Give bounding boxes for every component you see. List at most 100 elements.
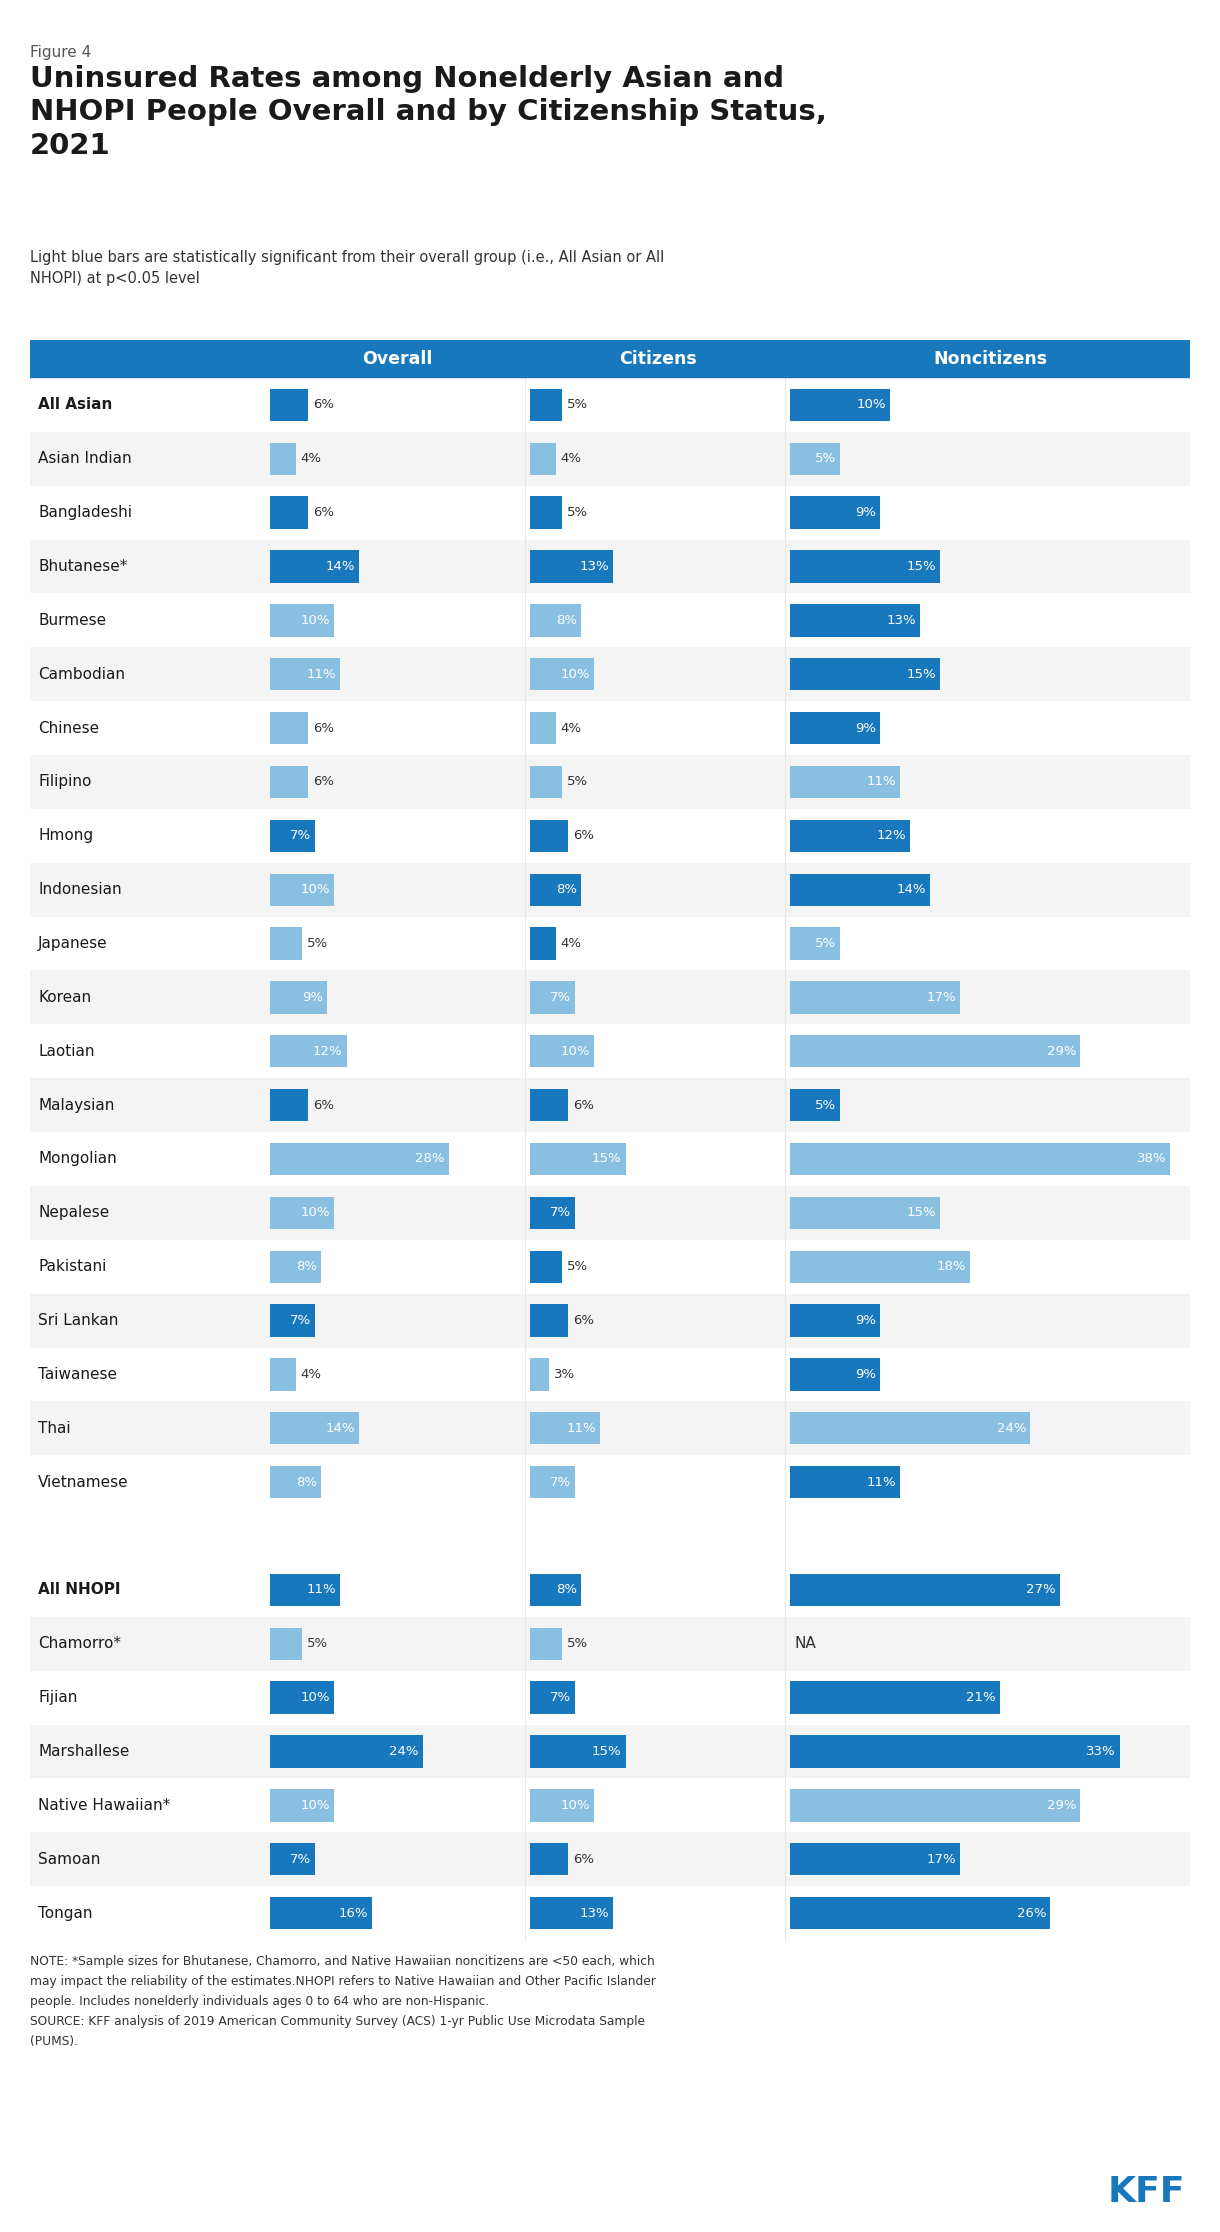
Text: 5%: 5% [567,775,588,788]
Bar [791,819,910,853]
Text: 5%: 5% [307,1638,328,1649]
Bar [270,551,359,583]
Text: Chamorro*: Chamorro* [38,1636,121,1652]
Text: Tongan: Tongan [38,1906,93,1920]
Text: Japanese: Japanese [38,935,107,951]
Bar [30,1078,1190,1132]
Text: Sri Lankan: Sri Lankan [38,1312,118,1328]
Text: Korean: Korean [38,991,92,1004]
Text: 5%: 5% [567,1261,588,1272]
Bar [30,917,1190,971]
Bar [529,605,581,636]
Bar [30,647,1190,701]
Text: 17%: 17% [926,1853,956,1866]
Bar [270,496,309,529]
Bar [791,605,920,636]
Text: All Asian: All Asian [38,397,112,413]
Bar [529,1790,594,1821]
Text: 10%: 10% [560,667,589,681]
Bar [30,808,1190,864]
Bar [529,388,562,422]
Bar [270,658,340,690]
Text: Citizens: Citizens [619,350,697,368]
Text: 11%: 11% [866,1475,895,1489]
Text: 10%: 10% [560,1799,589,1812]
Text: 7%: 7% [289,830,311,841]
Text: 15%: 15% [906,560,936,574]
Bar [270,1681,334,1714]
Bar [270,1359,295,1391]
Bar [270,873,334,906]
Text: NA: NA [795,1636,816,1652]
Text: 12%: 12% [312,1045,343,1058]
Text: 5%: 5% [567,507,588,520]
Text: 21%: 21% [966,1692,996,1703]
Text: 15%: 15% [592,1745,622,1759]
Text: 14%: 14% [326,1422,355,1435]
Text: 6%: 6% [573,1315,594,1328]
Bar [30,339,1190,377]
Text: 33%: 33% [1086,1745,1116,1759]
Bar [270,1627,301,1661]
Bar [791,1790,1080,1821]
Text: Nepalese: Nepalese [38,1205,110,1221]
Text: 8%: 8% [556,1582,577,1596]
Bar [30,754,1190,808]
Text: 11%: 11% [306,1582,337,1596]
Text: Taiwanese: Taiwanese [38,1366,117,1382]
Text: 27%: 27% [1026,1582,1057,1596]
Text: 10%: 10% [300,1692,329,1703]
Text: 15%: 15% [906,667,936,681]
Bar [529,982,575,1013]
Text: 17%: 17% [926,991,956,1004]
Text: 9%: 9% [855,721,876,734]
Text: 6%: 6% [314,775,334,788]
Text: 26%: 26% [1016,1906,1046,1920]
Text: 9%: 9% [855,1368,876,1382]
Bar [270,819,315,853]
Text: Fijian: Fijian [38,1690,77,1705]
Text: 12%: 12% [876,830,906,841]
Bar [529,1844,569,1875]
Bar [529,766,562,799]
Bar [791,873,930,906]
Bar [270,1413,359,1444]
Text: 29%: 29% [1047,1045,1076,1058]
Bar [791,1359,880,1391]
Bar [270,1790,334,1821]
Bar [791,1574,1060,1607]
Bar [791,496,880,529]
Text: 6%: 6% [573,1098,594,1112]
Bar [30,1886,1190,1940]
Bar [791,1196,939,1230]
Text: NOTE: *Sample sizes for Bhutanese, Chamorro, and Native Hawaiian noncitizens are: NOTE: *Sample sizes for Bhutanese, Chamo… [30,1955,655,1969]
Bar [529,658,594,690]
Text: 11%: 11% [566,1422,597,1435]
Text: 7%: 7% [549,991,571,1004]
Bar [529,1143,626,1176]
Text: Filipino: Filipino [38,775,92,790]
Text: 6%: 6% [573,1853,594,1866]
Bar [30,701,1190,754]
Text: Native Hawaiian*: Native Hawaiian* [38,1797,171,1812]
Text: 13%: 13% [580,560,609,574]
Bar [791,1681,1000,1714]
Text: 24%: 24% [997,1422,1026,1435]
Bar [791,658,939,690]
Text: 13%: 13% [887,614,916,627]
Bar [30,377,1190,431]
Bar [529,1413,600,1444]
Bar [270,1303,315,1337]
Bar [270,442,295,475]
Text: 14%: 14% [897,884,926,897]
Text: 7%: 7% [549,1205,571,1219]
Text: 10%: 10% [300,614,329,627]
Text: 7%: 7% [289,1853,311,1866]
Text: 5%: 5% [815,937,836,951]
Text: 7%: 7% [549,1475,571,1489]
Text: 10%: 10% [300,1205,329,1219]
Bar [791,551,939,583]
Text: 6%: 6% [314,721,334,734]
Bar [30,1024,1190,1078]
Text: Uninsured Rates among Nonelderly Asian and
NHOPI People Overall and by Citizensh: Uninsured Rates among Nonelderly Asian a… [30,65,827,161]
